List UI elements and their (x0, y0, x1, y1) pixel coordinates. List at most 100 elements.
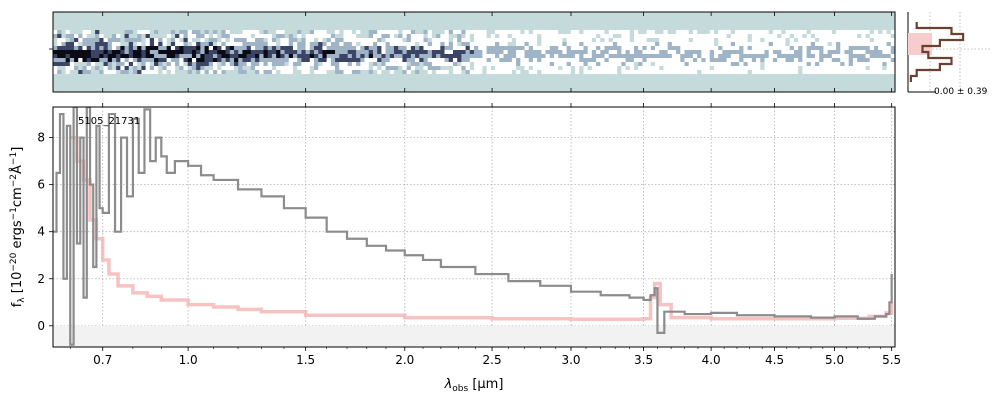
spectrum-2d-pixel (440, 34, 445, 38)
spectrum-2d-pixel (120, 50, 125, 54)
spectrum-2d-pixel (292, 66, 298, 70)
spectrum-2d-pixel (335, 66, 340, 70)
spectrum-2d-pixel (633, 62, 639, 66)
x-tick-label: 3.5 (634, 353, 653, 367)
spectrum-2d-pixel (427, 66, 433, 70)
spectrum-2d-pixel (179, 38, 184, 42)
spectrum-2d-pixel (250, 42, 256, 46)
spectrum-2d-pixel (187, 70, 193, 74)
spectrum-2d-pixel (667, 30, 673, 34)
spectrum-2d-pixel (604, 34, 610, 38)
spectrum-2d-pixel (309, 38, 315, 42)
spectrum-2d-pixel (511, 30, 517, 34)
spectrum-2d-pixel (116, 54, 121, 58)
spectrum-2d-pixel (238, 30, 243, 34)
spectrum-2d-pixel (869, 46, 875, 50)
spectrum-2d-pixel (246, 38, 252, 42)
spectrum-2d-pixel (255, 54, 260, 58)
spectrum-2d-pixel (57, 46, 62, 50)
spectrum-2d-pixel (537, 54, 542, 58)
spectrum-2d-pixel (735, 62, 740, 66)
spectrum-2d-pixel (612, 66, 618, 70)
spectrum-2d-pixel (191, 62, 197, 66)
spectrum-2d-pixel (86, 54, 92, 58)
spectrum-2d-pixel (314, 46, 319, 50)
spectrum-2d-pixel (292, 70, 298, 74)
spectrum-2d-pixel (394, 66, 399, 70)
spectrum-2d-pixel (162, 70, 167, 74)
spectrum-2d-pixel (541, 58, 546, 62)
spectrum-2d-pixel (212, 42, 218, 46)
spectrum-2d-pixel (65, 54, 71, 58)
spectrum-2d-pixel (789, 46, 795, 50)
spectrum-2d-pixel (646, 46, 652, 50)
spectrum-2d-pixel (680, 70, 685, 74)
spectrum-2d-pixel (608, 62, 614, 66)
spectrum-2d-pixel (722, 30, 727, 34)
spectrum-2d-pixel (633, 50, 639, 54)
spectrum-2d-pixel (861, 66, 866, 70)
spectrum-2d-pixel (263, 38, 269, 42)
spectrum-2d-pixel (591, 46, 597, 50)
spectrum-2d-pixel (688, 70, 694, 74)
spectrum-2d-pixel (410, 70, 416, 74)
spectrum-2d-pixel (339, 50, 344, 54)
spectrum-2d-pixel (659, 62, 664, 66)
spectrum-2d-pixel (204, 70, 210, 74)
spectrum-2d-pixel (343, 66, 348, 70)
spectrum-2d-pixel (600, 46, 605, 50)
spectrum-2d-pixel (663, 58, 668, 62)
spectrum-2d-pixel (671, 70, 677, 74)
spectrum-2d-pixel (305, 50, 311, 54)
spectrum-2d-pixel (886, 50, 892, 54)
spectrum-2d-pixel (217, 50, 222, 54)
spectrum-2d-pixel (806, 30, 812, 34)
spectrum-2d-pixel (684, 50, 690, 54)
spectrum-2d-pixel (141, 54, 146, 58)
spectrum-2d-pixel (806, 46, 812, 50)
spectrum-2d-pixel (499, 58, 504, 62)
spectrum-2d-pixel (764, 50, 769, 54)
spectrum-2d-pixel (436, 58, 441, 62)
spectrum-2d-pixel (276, 50, 281, 54)
spectrum-2d-pixel (137, 34, 142, 38)
spectrum-2d-pixel (461, 34, 466, 38)
spectrum-2d-pixel (65, 66, 71, 70)
spectrum-2d-pixel (356, 58, 361, 62)
spectrum-2d-pixel (238, 54, 243, 58)
spectrum-2d-pixel (528, 62, 534, 66)
spectrum-2d-pixel (676, 58, 681, 62)
spectrum-2d-pixel (82, 30, 87, 34)
spectrum-2d-pixel (844, 58, 849, 62)
spectrum-2d-pixel (389, 70, 395, 74)
spectrum-2d-pixel (360, 38, 365, 42)
spectrum-2d-pixel (490, 58, 496, 62)
spectrum-2d-pixel (625, 42, 631, 46)
spectrum-2d-pixel (402, 62, 407, 66)
spectrum-2d-pixel (170, 66, 176, 70)
spectrum-2d-pixel (149, 30, 155, 34)
spectrum-2d-pixel (713, 30, 719, 34)
spectrum-2d-pixel (756, 70, 761, 74)
spectrum-2d-pixel (688, 58, 694, 62)
spectrum-2d-pixel (579, 34, 584, 38)
spectrum-2d-pixel (347, 66, 353, 70)
spectrum-2d-pixel (549, 38, 555, 42)
spectrum-2d-pixel (385, 58, 391, 62)
spectrum-2d-pixel (474, 30, 479, 34)
spectrum-2d-pixel (553, 42, 559, 46)
spectrum-2d-pixel (852, 46, 858, 50)
spectrum-2d-pixel (642, 50, 647, 54)
spectrum-2d-pixel (305, 30, 311, 34)
spectrum-2d-pixel (90, 46, 96, 50)
spectrum-2d-pixel (242, 62, 247, 66)
spectrum-2d-pixel (642, 46, 647, 50)
x-axis-label: λobs [μm] (444, 377, 504, 394)
spectrum-2d-pixel (280, 58, 285, 62)
spectrum-2d-pixel (596, 62, 601, 66)
spectrum-2d-pixel (608, 38, 614, 42)
spectrum-2d-pixel (61, 62, 66, 66)
spectrum-2d-pixel (667, 66, 673, 70)
spectrum-2d-pixel (869, 50, 875, 54)
spectrum-2d-pixel (200, 46, 205, 50)
